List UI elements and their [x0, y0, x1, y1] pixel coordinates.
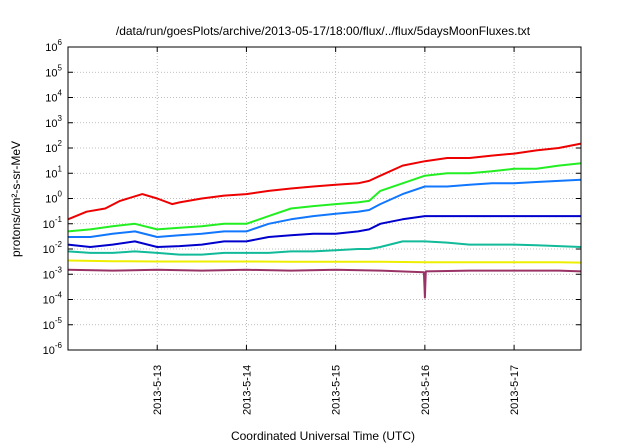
series-group — [67, 142, 582, 299]
x-axis-label: Coordinated Universal Time (UTC) — [231, 429, 415, 443]
series-line-2 — [67, 162, 582, 233]
x-tick-label: 2013-5-13 — [152, 365, 164, 415]
y-tick-label: 10-2 — [43, 240, 63, 256]
x-tick-label: 2013-5-16 — [420, 365, 432, 415]
y-tick-label: 103 — [45, 114, 62, 130]
y-tick-label: 105 — [45, 63, 62, 79]
y-tick-label: 101 — [45, 164, 62, 180]
series-line-7 — [67, 268, 582, 299]
series-line-1 — [67, 142, 582, 221]
series-line-5 — [67, 240, 582, 256]
y-axis-label: protons/cm²-s-sr-MeV — [9, 141, 23, 257]
y-tick-label: 100 — [45, 190, 62, 206]
chart-title: /data/run/goesPlots/archive/2013-05-17/1… — [116, 24, 531, 38]
y-tick-label: 10-5 — [43, 316, 63, 332]
y-tick-label: 102 — [45, 139, 62, 155]
y-tick-label: 10-6 — [43, 341, 63, 357]
x-tick-label: 2013-5-15 — [331, 365, 343, 415]
x-tick-label: 2013-5-14 — [241, 365, 253, 415]
series-line-6 — [67, 259, 582, 264]
series-line-3 — [68, 178, 582, 238]
plot-frame — [67, 46, 582, 351]
y-tick-label: 104 — [45, 89, 62, 105]
y-tick-label: 10-4 — [43, 291, 63, 307]
y-tick-label: 10-3 — [43, 265, 63, 281]
y-tick-label: 10-1 — [43, 215, 63, 231]
x-tick-label: 2013-5-17 — [509, 365, 521, 415]
grid — [68, 47, 581, 350]
y-tick-label: 106 — [45, 38, 62, 54]
series-line-4 — [67, 215, 581, 248]
axes: 10-6 10-5 10-4 10-3 10-2 10-1 100 101 102 103 104 1… — [43, 38, 581, 415]
